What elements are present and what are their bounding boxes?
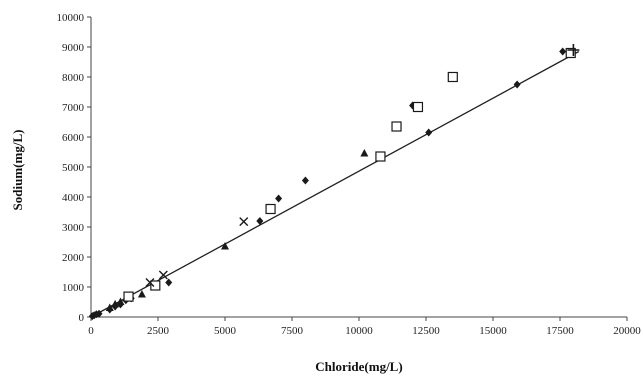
x-tick-label: 15000 [479, 325, 507, 337]
data-point-diamond [513, 80, 521, 89]
x-tick-label: 7500 [281, 325, 304, 337]
data-point-x [239, 217, 249, 227]
x-tick-label: 20000 [613, 325, 641, 337]
axes [90, 17, 627, 318]
data-point-square [123, 291, 134, 302]
y-tick-label: 0 [79, 312, 85, 324]
y-tick-label: 2000 [62, 252, 85, 264]
trendline [90, 50, 580, 318]
data-point-triangle [105, 303, 114, 311]
data-point-diamond [165, 278, 173, 287]
x-tick-label: 2500 [147, 325, 170, 337]
data-points [88, 44, 580, 321]
data-point-diamond [275, 194, 283, 203]
y-tick-label: 3000 [62, 222, 85, 234]
data-point-diamond [559, 47, 567, 56]
data-point-square [391, 121, 402, 132]
data-point-square [565, 47, 576, 59]
x-tick-label: 5000 [214, 325, 237, 337]
data-point-triangle [111, 299, 120, 308]
data-point-x [158, 270, 168, 280]
y-tick-label: 6000 [62, 132, 85, 144]
data-point-x [145, 278, 155, 287]
data-point-diamond [256, 217, 264, 225]
y-tick-label: 1000 [62, 282, 85, 294]
y-tick-labels: 0 1000 2000 3000 4000 5000 6000 7000 8000 9000 100… [57, 12, 91, 324]
data-point-plus [567, 44, 580, 56]
y-tick-label: 5000 [62, 162, 85, 174]
data-point-triangle [116, 297, 125, 305]
y-tick-label: 9000 [62, 42, 85, 54]
x-axis-title: Chloride(mg/L) [315, 359, 402, 374]
x-tick-label: 12500 [412, 325, 440, 337]
data-point-diamond [301, 176, 309, 185]
x-tick-labels: 0 2500 5000 7500 10000 12500 15000 17500 20000 [88, 317, 641, 337]
data-point-triangle [137, 290, 146, 298]
data-point-square [265, 203, 276, 215]
data-point-square [447, 71, 458, 83]
y-axis-title: Sodium(mg/L) [10, 130, 25, 211]
y-tick-label: 4000 [62, 192, 85, 204]
data-point-square [375, 151, 386, 162]
y-tick-label: 8000 [62, 72, 85, 84]
data-point-diamond [95, 309, 103, 318]
data-point-diamond [425, 128, 433, 137]
y-tick-label: 10000 [57, 12, 85, 24]
data-point-square [150, 280, 161, 291]
y-tick-label: 7000 [62, 102, 85, 114]
data-point-triangle [360, 149, 369, 157]
data-point-triangle [221, 242, 229, 250]
data-point-square [412, 101, 424, 113]
x-tick-label: 0 [88, 325, 94, 337]
x-tick-label: 17500 [546, 325, 574, 337]
x-tick-label: 10000 [345, 325, 373, 337]
